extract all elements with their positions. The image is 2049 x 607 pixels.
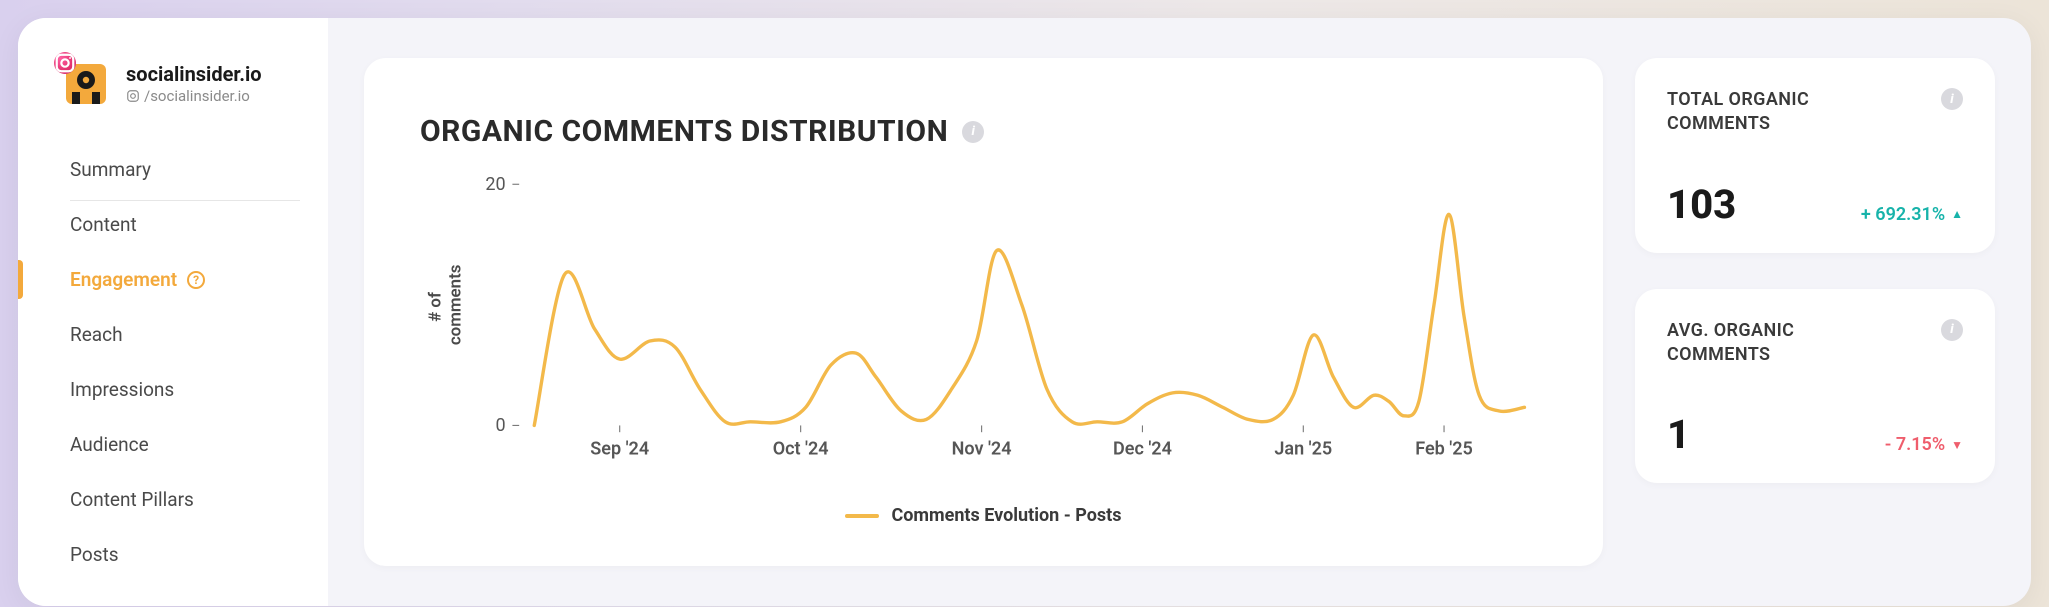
sidebar-item-label: Content	[70, 213, 137, 236]
info-icon[interactable]: i	[962, 121, 984, 143]
brand-block: socialinsider.io /socialinsider.io	[18, 58, 328, 138]
stat-card-1: AVG. ORGANIC COMMENTS i 1 - 7.15% ▼	[1635, 289, 1995, 484]
chart-title: ORGANIC COMMENTS DISTRIBUTION	[420, 114, 948, 149]
legend-swatch	[845, 514, 879, 518]
x-tick-label: Sep '24	[590, 439, 649, 460]
sidebar-item-label: Impressions	[70, 378, 174, 401]
brand-handle-text: /socialinsider.io	[144, 87, 250, 105]
delta-text: - 7.15%	[1885, 434, 1945, 455]
sidebar-item-label: Engagement	[70, 268, 177, 291]
sidebar-item-reach[interactable]: Reach	[18, 307, 328, 362]
stat-card-0: TOTAL ORGANIC COMMENTS i 103 + 692.31% ▲	[1635, 58, 1995, 253]
app-shell: socialinsider.io /socialinsider.io Summa…	[18, 18, 2031, 606]
sidebar-item-label: Summary	[70, 158, 151, 181]
y-axis-label: # of comments	[425, 264, 465, 345]
sidebar-item-label: Posts	[70, 543, 119, 566]
sidebar-item-label: Audience	[70, 433, 149, 456]
sidebar-item-content[interactable]: Content	[18, 197, 328, 252]
stat-delta: - 7.15% ▼	[1885, 434, 1963, 455]
main-area: ORGANIC COMMENTS DISTRIBUTION i # of com…	[328, 18, 2031, 606]
x-tick-label: Jan '25	[1274, 439, 1332, 460]
brand-name: socialinsider.io	[126, 63, 262, 85]
sidebar-item-summary[interactable]: Summary	[18, 142, 328, 197]
sidebar-item-label: Reach	[70, 323, 123, 346]
brand-text: socialinsider.io /socialinsider.io	[126, 63, 262, 105]
stats-column: TOTAL ORGANIC COMMENTS i 103 + 692.31% ▲…	[1635, 58, 1995, 566]
chart-svg: # of comments 0 20 Sep '24 Oct '24 Nov '24 De…	[420, 173, 1547, 489]
x-tick-label: Oct '24	[773, 439, 829, 460]
sidebar-item-audience[interactable]: Audience	[18, 417, 328, 472]
chart-line	[534, 214, 1524, 425]
y-tick-label: 20	[485, 174, 505, 195]
sidebar-item-engagement[interactable]: Engagement?	[18, 252, 328, 307]
sidebar-item-impressions[interactable]: Impressions	[18, 362, 328, 417]
stat-value: 1	[1667, 415, 1690, 455]
chart-body: # of comments 0 20 Sep '24 Oct '24 Nov '24 De…	[420, 173, 1547, 497]
sidebar-item-content-pillars[interactable]: Content Pillars	[18, 472, 328, 527]
sidebar-item-posts[interactable]: Posts	[18, 527, 328, 582]
stat-label: TOTAL ORGANIC COMMENTS	[1667, 88, 1809, 137]
stat-value: 103	[1667, 185, 1736, 225]
caret-down-icon: ▼	[1951, 438, 1963, 452]
brand-handle: /socialinsider.io	[126, 87, 262, 105]
x-tick-label: Feb '25	[1415, 439, 1473, 460]
instagram-icon	[54, 52, 76, 74]
sidebar: socialinsider.io /socialinsider.io Summa…	[18, 18, 328, 606]
help-icon[interactable]: ?	[187, 271, 205, 289]
caret-up-icon: ▲	[1951, 207, 1963, 221]
brand-logo	[60, 58, 112, 110]
x-tick-label: Nov '24	[952, 439, 1012, 460]
legend-label: Comments Evolution - Posts	[891, 505, 1121, 526]
y-tick-label: 0	[496, 415, 506, 436]
info-icon[interactable]: i	[1941, 88, 1963, 110]
x-tick-label: Dec '24	[1113, 439, 1172, 460]
chart-svg-wrap: # of comments 0 20 Sep '24 Oct '24 Nov '24 De…	[420, 173, 1547, 497]
stat-delta: + 692.31% ▲	[1861, 204, 1963, 225]
chart-card: ORGANIC COMMENTS DISTRIBUTION i # of com…	[364, 58, 1603, 566]
sidebar-nav: Summary Content Engagement? Reach Impression…	[18, 138, 328, 582]
delta-text: + 692.31%	[1861, 204, 1945, 225]
chart-legend: Comments Evolution - Posts	[420, 505, 1547, 526]
info-icon[interactable]: i	[1941, 319, 1963, 341]
chart-title-row: ORGANIC COMMENTS DISTRIBUTION i	[420, 114, 1547, 149]
sidebar-item-label: Content Pillars	[70, 488, 194, 511]
stat-label: AVG. ORGANIC COMMENTS	[1667, 319, 1794, 368]
